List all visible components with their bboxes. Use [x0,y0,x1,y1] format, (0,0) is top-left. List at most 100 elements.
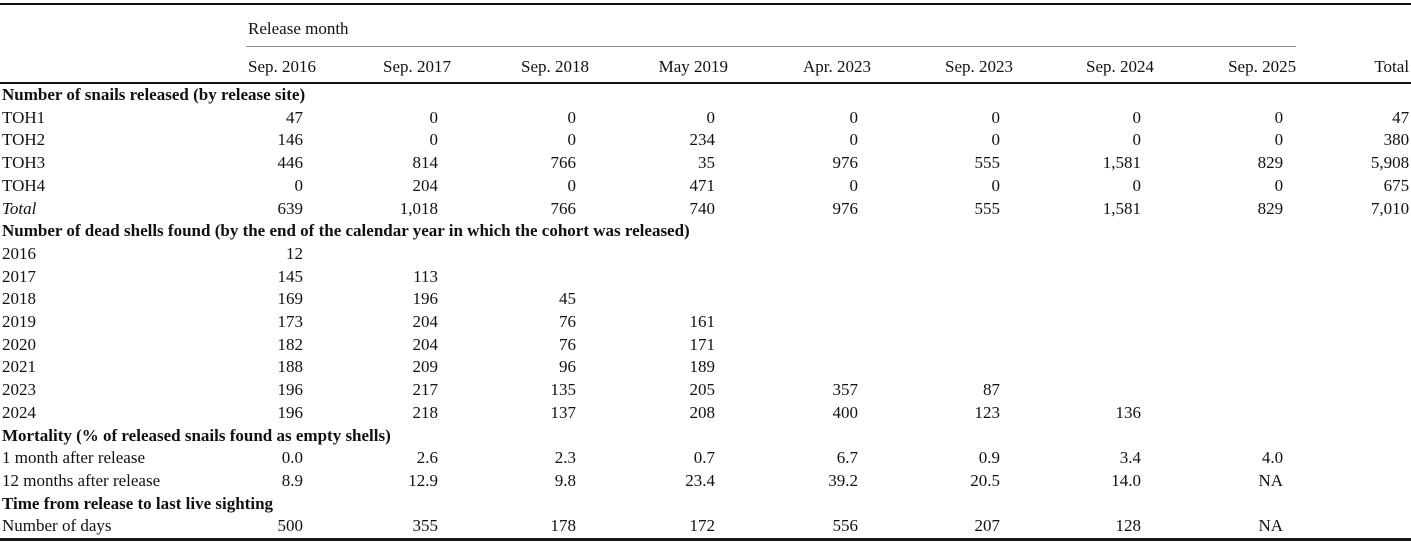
cell: 113 [413,266,438,286]
row-label: TOH4 [2,175,46,195]
cell: 35 [698,153,715,173]
cell: 829 [1257,198,1284,218]
cell: 766 [550,198,577,218]
cell [589,288,728,311]
row-label: TOH3 [2,153,46,173]
column-header: Sep. 2025 [1154,46,1297,84]
row-label: 2019 [2,312,36,332]
cell: 740 [689,198,716,218]
cell [1296,515,1411,539]
cell: 976 [832,198,859,218]
cell [1154,243,1296,266]
cell [1154,334,1296,357]
table-row: Number of days 500 355 178 172 556 207 128 NA [0,515,1411,539]
cell: 0 [1132,130,1142,150]
table-row: 2017 145 113 [0,266,1411,289]
cell: 400 [832,402,859,422]
cell [1154,266,1296,289]
cell: 355 [412,516,439,536]
cell: 136 [1115,402,1142,422]
table-row: 2021 188 209 96 189 [0,356,1411,379]
cell: 23.4 [685,470,715,490]
cell [728,288,871,311]
table-header: Release month Sep. 2016 Sep. 2017 Sep. 2… [0,4,1411,84]
column-header: Sep. 2017 [316,46,451,84]
section-title: Time from release to last live sighting [2,493,274,513]
cell [1296,311,1411,334]
table-body: Number of snails released (by release si… [0,83,1411,540]
row-label: TOH2 [2,130,46,150]
cell [1154,311,1296,334]
cell: 0 [294,175,304,195]
cell: 5,908 [1370,153,1410,173]
cell [1296,379,1411,402]
cell [1296,356,1411,379]
cell [1154,356,1296,379]
cell: 234 [689,130,716,150]
row-label: 2020 [2,334,36,354]
table-row: 2023 196 217 135 205 357 87 [0,379,1411,402]
cell [1296,266,1411,289]
cell: 446 [277,153,304,173]
table-row: TOH2 146 0 0 234 0 0 0 0 380 [0,129,1411,152]
cell: 0 [849,130,859,150]
column-header: May 2019 [589,46,728,84]
group-header-row: Release month [0,4,1411,47]
cell: 196 [277,380,304,400]
cell: 1,581 [1102,153,1141,173]
cell: 0 [849,175,859,195]
empty-total-spacer [1296,4,1411,47]
cell [1013,266,1154,289]
row-label: 2016 [2,243,36,263]
data-table: Release month Sep. 2016 Sep. 2017 Sep. 2… [0,3,1411,542]
cell [1013,288,1154,311]
cell: 0 [567,130,577,150]
cell: 0 [706,107,716,127]
cell [871,243,1013,266]
cell: 556 [832,516,859,536]
cell: 0.9 [978,448,1000,468]
cell: 47 [286,107,303,127]
cell: 9.8 [554,470,576,490]
cell: 4.0 [1261,448,1284,468]
row-label: 2017 [2,266,36,286]
cell: 87 [983,380,1000,400]
table-row: Total 639 1,018 766 740 976 555 1,581 829 7,010 [0,198,1411,221]
cell [1296,402,1411,425]
cell: 45 [559,289,576,309]
cell [1296,470,1411,493]
cell [871,356,1013,379]
cell: 0 [1274,175,1284,195]
cell: 76 [559,334,576,354]
row-label: Number of days [2,516,112,536]
cell: 2.3 [554,448,576,468]
cell: 207 [974,516,1001,536]
total-column-header: Total [1296,46,1411,84]
cell: 209 [412,357,439,377]
cell: 146 [277,130,304,150]
cell [451,266,589,289]
table-row: 1 month after release 0.0 2.6 2.3 0.7 6.7 0.9 3… [0,447,1411,470]
cell [1154,379,1296,402]
cell: 12 [286,243,303,263]
section-title: Number of dead shells found (by the end … [2,221,690,241]
cell: 0 [429,130,439,150]
cell: 0 [1132,107,1142,127]
cell: 178 [550,516,577,536]
empty-corner-cell [0,4,246,47]
section-header-row: Number of dead shells found (by the end … [0,220,1411,243]
cell: 204 [412,334,439,354]
cell: 204 [412,312,439,332]
cell: 3.4 [1119,448,1141,468]
row-label: 2024 [2,402,36,422]
cell [1013,356,1154,379]
cell: 135 [550,380,577,400]
cell [316,243,451,266]
cell [451,243,589,266]
row-label: 12 months after release [2,470,161,490]
cell: 196 [277,402,304,422]
cell [1013,243,1154,266]
section-title: Mortality (% of released snails found as… [2,425,391,445]
release-month-group-header: Release month [246,4,1297,47]
cell: 6.7 [836,448,858,468]
